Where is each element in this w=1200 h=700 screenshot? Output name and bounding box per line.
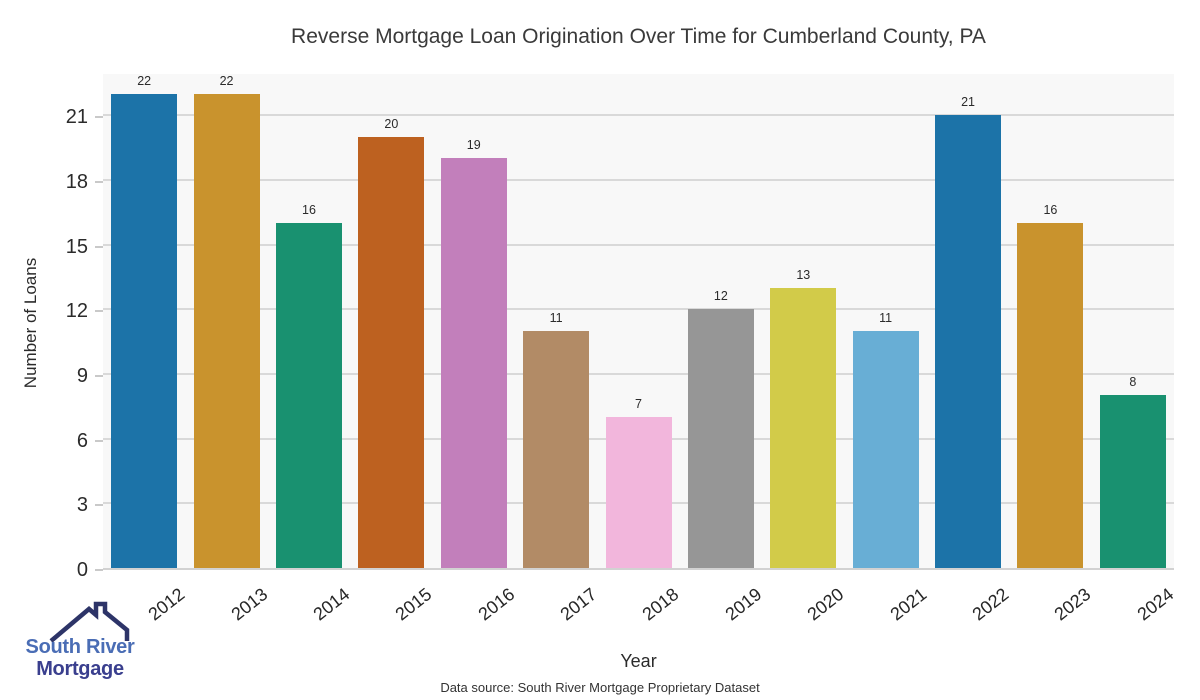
x-tick-label-2016: 2016 xyxy=(474,584,519,625)
bar-2024 xyxy=(1099,395,1166,568)
house-roof-icon xyxy=(49,601,130,642)
y-tick-label-15: 15 xyxy=(65,235,88,258)
bar-2013 xyxy=(193,93,260,568)
bar-value-label-2014: 16 xyxy=(302,202,316,217)
bar-value-label-2015: 20 xyxy=(384,116,399,131)
data-source-note: Data source: South River Mortgage Propri… xyxy=(440,680,760,695)
bar-2012 xyxy=(111,93,178,568)
bar-2015 xyxy=(358,136,425,568)
y-tick-label-21: 21 xyxy=(65,106,88,129)
plot-area: 22 22 16 20 19 11 7 12 13 11 21 16 8 xyxy=(103,74,1174,570)
x-tick-label-2019: 2019 xyxy=(721,584,766,625)
bar-2023 xyxy=(1017,222,1084,568)
x-tick-label-2013: 2013 xyxy=(227,584,271,625)
bar-2016 xyxy=(440,158,507,568)
y-tick-mark-6 xyxy=(95,439,103,442)
y-tick-mark-3 xyxy=(95,504,103,507)
bar-2022 xyxy=(935,115,1002,568)
bar-value-label-2017: 11 xyxy=(549,310,563,325)
y-tick-mark-15 xyxy=(95,245,103,248)
bar-2021 xyxy=(852,330,919,568)
bar-value-label-2016: 19 xyxy=(466,138,481,153)
bar-value-label-2022: 21 xyxy=(961,95,975,110)
x-tick-label-2015: 2015 xyxy=(391,584,436,625)
bar-value-label-2020: 13 xyxy=(796,267,811,282)
south-river-mortgage-logo: South River Mortgage xyxy=(10,598,150,690)
y-tick-mark-12 xyxy=(95,310,103,313)
chart-title: Reverse Mortgage Loan Origination Over T… xyxy=(291,25,986,48)
bar-value-label-2012: 22 xyxy=(137,73,152,88)
bar-value-label-2023: 16 xyxy=(1043,202,1058,217)
x-axis-title: Year xyxy=(620,651,657,671)
y-axis-title: Number of Loans xyxy=(21,257,40,389)
gridline-y-15 xyxy=(103,243,1174,246)
bar-2017 xyxy=(523,330,590,568)
x-tick-label-2018: 2018 xyxy=(638,584,683,625)
y-tick-label-0: 0 xyxy=(76,559,88,581)
bar-value-label-2018: 7 xyxy=(635,397,642,412)
x-tick-label-2022: 2022 xyxy=(968,584,1013,625)
x-tick-label-2021: 2021 xyxy=(886,584,930,625)
y-tick-label-6: 6 xyxy=(76,429,88,452)
gridline-y-9 xyxy=(103,372,1174,375)
bar-2019 xyxy=(687,309,754,568)
gridline-y-21 xyxy=(103,114,1174,117)
y-tick-mark-9 xyxy=(95,374,103,377)
logo-text-south-river: South River xyxy=(25,636,135,658)
bar-value-label-2021: 11 xyxy=(879,310,893,325)
x-tick-label-2020: 2020 xyxy=(803,584,848,625)
y-tick-mark-0 xyxy=(95,569,103,571)
y-tick-label-12: 12 xyxy=(65,300,88,323)
bar-2020 xyxy=(770,287,837,568)
bar-value-label-2019: 12 xyxy=(713,289,728,304)
bar-value-label-2013: 22 xyxy=(219,73,234,88)
x-tick-label-2017: 2017 xyxy=(556,584,601,625)
gridline-y-12 xyxy=(103,308,1174,311)
y-tick-label-18: 18 xyxy=(65,170,88,193)
bar-2014 xyxy=(275,222,342,568)
bar-value-label-2024: 8 xyxy=(1129,375,1137,390)
y-tick-mark-21 xyxy=(95,116,103,119)
y-tick-label-3: 3 xyxy=(76,494,88,517)
x-tick-label-2014: 2014 xyxy=(309,584,354,625)
x-tick-label-2023: 2023 xyxy=(1050,584,1095,625)
y-tick-label-9: 9 xyxy=(76,364,88,387)
gridline-y-18 xyxy=(103,178,1174,181)
bar-2018 xyxy=(605,417,672,568)
logo-text-mortgage: Mortgage xyxy=(36,658,124,680)
y-tick-mark-18 xyxy=(95,180,103,183)
x-tick-label-2024: 2024 xyxy=(1133,584,1178,625)
x-tick-label-2012: 2012 xyxy=(144,584,189,625)
